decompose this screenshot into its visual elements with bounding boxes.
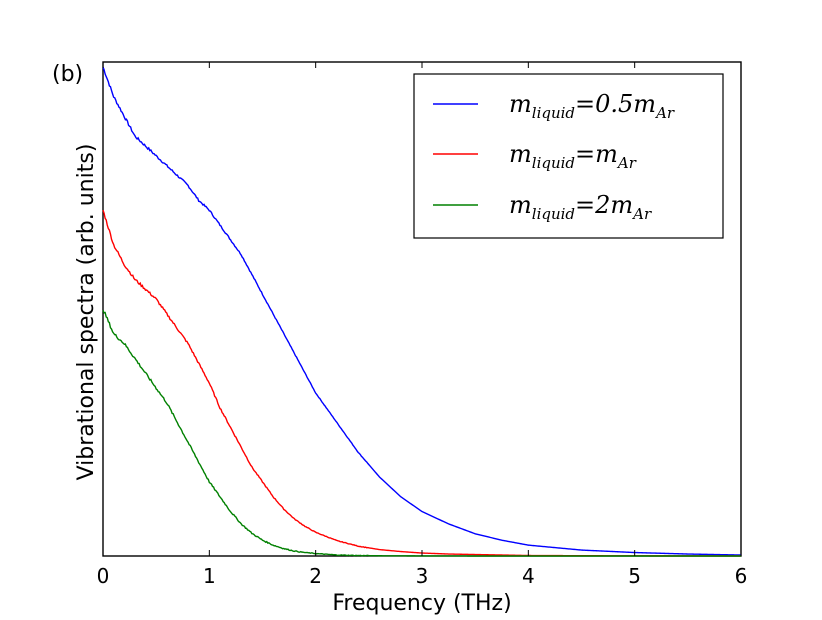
x-tick-label: 1 bbox=[203, 564, 216, 588]
series-line-3 bbox=[102, 309, 741, 557]
panel-label: (b) bbox=[52, 62, 83, 87]
legend: mliquid=0.5mAr mliquid=mAr mliquid=2mAr bbox=[413, 73, 724, 239]
x-tick-label: 6 bbox=[735, 564, 748, 588]
x-axis-title: Frequency (THz) bbox=[332, 591, 511, 616]
legend-label-1: mliquid=0.5mAr bbox=[509, 90, 675, 122]
legend-box bbox=[413, 73, 724, 239]
x-tick-label: 0 bbox=[97, 564, 110, 588]
series-line-2 bbox=[102, 209, 741, 557]
legend-label-2: mliquid=mAr bbox=[509, 140, 637, 172]
legend-label-3: mliquid=2mAr bbox=[509, 191, 652, 223]
y-axis-title: Vibrational spectra (arb. units) bbox=[74, 144, 99, 481]
x-axis: 0 1 2 3 4 5 6 bbox=[97, 62, 748, 588]
x-tick-label: 5 bbox=[628, 564, 641, 588]
x-tick-label: 4 bbox=[522, 564, 535, 588]
x-tick-label: 3 bbox=[416, 564, 429, 588]
x-tick-label: 2 bbox=[309, 564, 322, 588]
